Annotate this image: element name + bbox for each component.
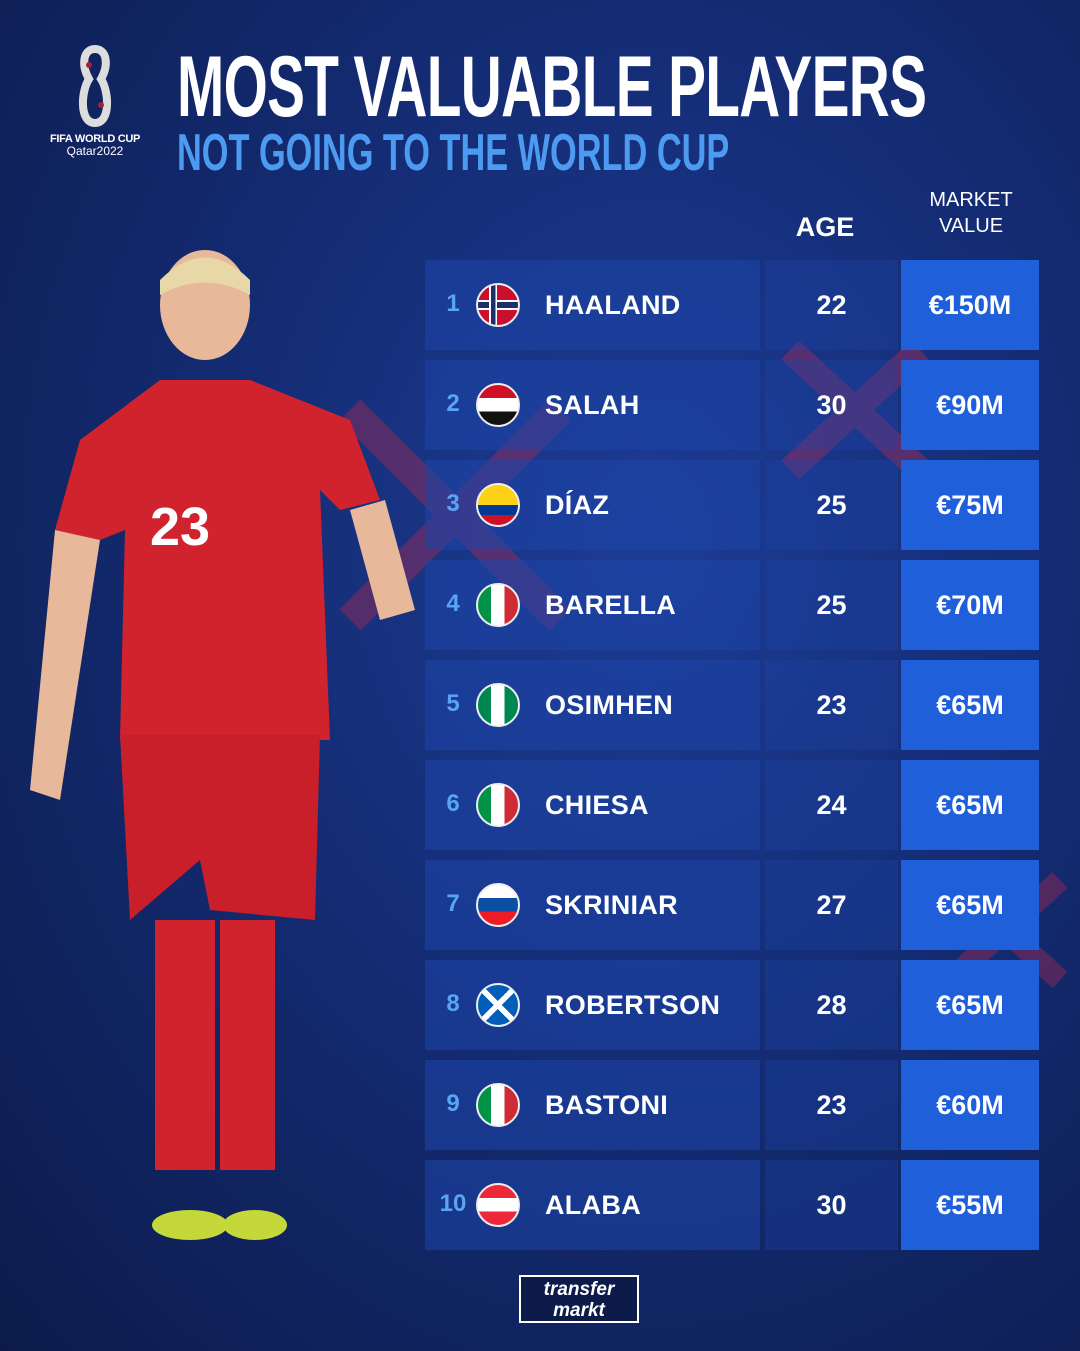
age-cell xyxy=(765,560,898,650)
market-value: €150M xyxy=(901,260,1039,350)
player-row: 5 OSIMHEN 23 €65M xyxy=(425,660,1039,750)
player-name: DÍAZ xyxy=(545,490,610,520)
rank-number: 6 xyxy=(446,790,460,817)
fifa-world-cup-logo: FIFA WORLD CUP Qatar2022 xyxy=(45,45,145,158)
rank-number: 2 xyxy=(446,390,460,417)
italy-flag-icon xyxy=(476,783,520,827)
market-value: €55M xyxy=(901,1160,1039,1250)
age-cell xyxy=(765,460,898,550)
rank-number: 3 xyxy=(446,490,460,517)
x-mark-decoration xyxy=(781,340,929,480)
scotland-flag-icon xyxy=(476,983,520,1027)
market-value: €60M xyxy=(901,1060,1039,1150)
market-value: €65M xyxy=(901,960,1039,1050)
player-row: 2 SALAH 30 €90M xyxy=(425,360,1039,450)
age-cell xyxy=(765,1060,898,1150)
player-name: SALAH xyxy=(545,390,640,420)
age-cell xyxy=(765,760,898,850)
shirt-number: 23 xyxy=(150,497,210,557)
player-age: 30 xyxy=(816,390,847,420)
brand-text: transfer xyxy=(543,1279,615,1300)
player-age: 23 xyxy=(816,1090,847,1120)
player-name: OSIMHEN xyxy=(545,690,674,720)
player-row: 8 ROBERTSON 28 €65M xyxy=(425,960,1039,1050)
market-value: €65M xyxy=(901,660,1039,750)
egypt-flag-icon xyxy=(476,383,520,427)
rank-number: 4 xyxy=(446,590,460,617)
market-value: €90M xyxy=(901,360,1039,450)
player-row: 3 DÍAZ 25 €75M xyxy=(425,460,1039,550)
player-name: CHIESA xyxy=(545,790,649,820)
logo-text: FIFA WORLD CUP xyxy=(49,133,141,145)
player-name: SKRINIAR xyxy=(545,890,678,920)
player-photo: 23 xyxy=(30,250,415,1240)
market-value: €75M xyxy=(901,460,1039,550)
nigeria-flag-icon xyxy=(476,683,520,727)
player-age: 27 xyxy=(816,890,847,920)
austria-flag-icon xyxy=(476,1183,520,1227)
player-age: 25 xyxy=(816,490,847,520)
rank-number: 10 xyxy=(439,1190,467,1217)
player-row: 6 CHIESA 24 €65M xyxy=(425,760,1039,850)
player-age: 25 xyxy=(816,590,847,620)
age-column-header: AGE xyxy=(795,212,855,242)
age-cell xyxy=(765,860,898,950)
page-title: MOST VALUABLE PLAYERS xyxy=(177,39,927,135)
norway-flag-icon xyxy=(476,283,520,327)
age-cell xyxy=(765,260,898,350)
slovakia-flag-icon xyxy=(476,883,520,927)
player-row: 4 BARELLA 25 €70M xyxy=(425,560,1039,650)
player-row: 9 BASTONI 23 €60M xyxy=(425,1060,1039,1150)
header-line: VALUE xyxy=(938,215,1004,237)
player-row: 1 HAALAND 22 €150M xyxy=(425,260,1039,350)
market-value-column-header: MARKET VALUE xyxy=(905,187,1037,239)
player-name: ROBERTSON xyxy=(545,990,721,1020)
logo-subtext: Qatar2022 xyxy=(66,144,124,158)
market-value: €70M xyxy=(901,560,1039,650)
market-value: €65M xyxy=(901,860,1039,950)
player-age: 30 xyxy=(816,1190,847,1220)
player-age: 22 xyxy=(816,290,847,320)
rank-number: 1 xyxy=(446,290,460,317)
rank-number: 8 xyxy=(446,990,460,1017)
age-cell xyxy=(765,360,898,450)
player-name: BASTONI xyxy=(545,1090,669,1120)
transfermarkt-logo: transfer markt xyxy=(519,1275,639,1323)
colombia-flag-icon xyxy=(476,483,520,527)
player-row: 7 SKRINIAR 27 €65M xyxy=(425,860,1039,950)
player-name: BARELLA xyxy=(545,590,677,620)
rank-number: 9 xyxy=(446,1090,460,1117)
header-line: MARKET xyxy=(929,189,1013,211)
player-row: 10 ALABA 30 €55M xyxy=(425,1160,1039,1250)
italy-flag-icon xyxy=(476,1083,520,1127)
italy-flag-icon xyxy=(476,583,520,627)
player-age: 23 xyxy=(816,690,847,720)
page-subtitle: NOT GOING TO THE WORLD CUP xyxy=(177,124,730,182)
market-value: €65M xyxy=(901,760,1039,850)
age-cell xyxy=(765,960,898,1050)
player-age: 24 xyxy=(816,790,847,820)
player-name: HAALAND xyxy=(545,290,681,320)
player-age: 28 xyxy=(816,990,847,1020)
rank-number: 5 xyxy=(446,690,460,717)
player-name: ALABA xyxy=(545,1190,641,1220)
rank-number: 7 xyxy=(446,890,460,917)
age-cell xyxy=(765,660,898,750)
world-cup-trophy-icon xyxy=(79,45,111,127)
age-cell xyxy=(765,1160,898,1250)
brand-text: markt xyxy=(553,1300,605,1321)
